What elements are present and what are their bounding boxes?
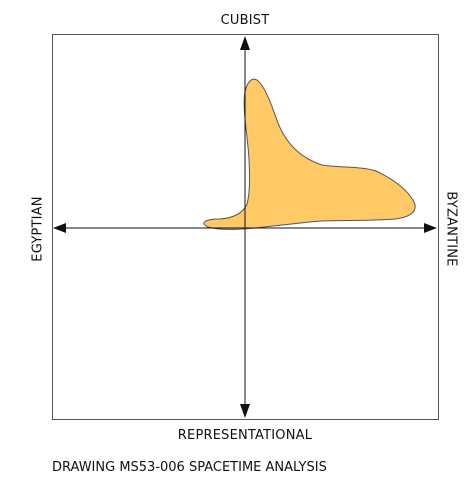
diagram-frame xyxy=(52,34,439,420)
axis-label-byzantine: BYZANTINE xyxy=(443,191,459,267)
arrowhead-down-icon xyxy=(240,404,250,418)
axis-label-cubist: CUBIST xyxy=(220,13,270,28)
drawing-caption: DRAWING MS53-006 SPACETIME ANALYSIS xyxy=(52,460,327,475)
arrowhead-left-icon xyxy=(53,223,66,233)
arrowhead-right-icon xyxy=(424,223,437,233)
axis-label-egyptian: EGYPTIAN xyxy=(30,196,46,262)
style-region-shape xyxy=(203,78,416,230)
arrowhead-up-icon xyxy=(240,36,250,50)
axis-label-representational: REPRESENTATIONAL xyxy=(177,428,313,443)
